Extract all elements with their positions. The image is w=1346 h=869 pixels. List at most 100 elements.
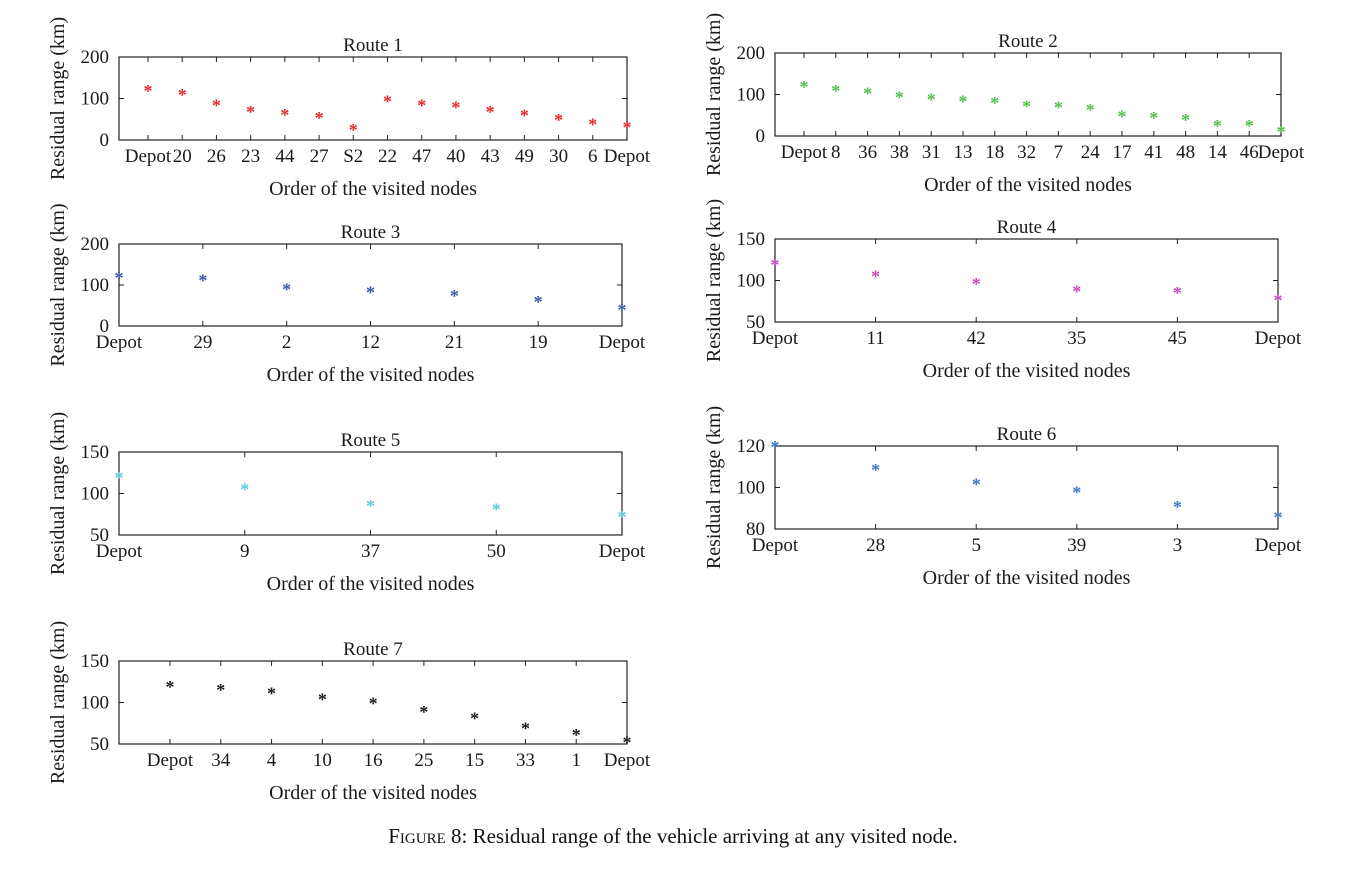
- chart-title: Route 6: [997, 424, 1057, 445]
- data-point: *: [959, 91, 968, 111]
- x-tick-label: 17: [1113, 142, 1132, 163]
- x-tick-label: 8: [831, 142, 841, 163]
- x-axis-label: Order of the visited nodes: [924, 174, 1132, 196]
- data-point: *: [554, 110, 563, 130]
- data-point: *: [871, 267, 880, 287]
- x-tick-label: 36: [858, 142, 877, 163]
- x-tick-label: 11: [866, 328, 884, 349]
- y-tick-label: 200: [81, 47, 110, 68]
- data-point: *: [470, 708, 479, 728]
- x-tick-label: Depot: [599, 332, 646, 353]
- data-point: *: [1213, 116, 1222, 136]
- data-point: *: [1022, 97, 1031, 117]
- plot-frame: [774, 52, 1282, 137]
- data-point: *: [349, 120, 358, 140]
- data-point: *: [1181, 110, 1190, 130]
- x-tick-label: 7: [1054, 142, 1064, 163]
- x-tick-label: 10: [313, 750, 332, 771]
- chart-title: Route 3: [341, 222, 401, 243]
- y-axis-label: Residual range (km): [703, 13, 725, 176]
- data-point: *: [383, 92, 392, 112]
- plot-frame: [118, 56, 628, 141]
- data-point: *: [1173, 283, 1182, 303]
- x-tick-label: Depot: [147, 750, 194, 771]
- x-tick-label: 6: [588, 146, 598, 167]
- x-tick-label: 24: [1081, 142, 1101, 163]
- data-point: *: [1086, 100, 1095, 120]
- x-tick-label: 42: [967, 328, 986, 349]
- x-tick-label: 50: [487, 541, 506, 562]
- data-point: *: [1118, 106, 1127, 126]
- x-tick-label: 28: [866, 535, 885, 556]
- x-tick-label: 5: [971, 535, 981, 556]
- data-point: *: [1173, 497, 1182, 517]
- data-point: *: [520, 106, 529, 126]
- data-point: *: [115, 268, 124, 288]
- y-tick-label: 100: [81, 275, 110, 296]
- data-point: *: [419, 702, 428, 722]
- x-tick-label: Depot: [1258, 142, 1305, 163]
- y-axis-label: Residual range (km): [47, 412, 69, 575]
- x-tick-label: Depot: [96, 332, 143, 353]
- data-point: *: [1054, 98, 1063, 118]
- data-point: *: [417, 95, 426, 115]
- data-point: *: [216, 680, 225, 700]
- data-point: *: [280, 105, 289, 125]
- data-point: *: [623, 733, 632, 753]
- x-axis-label: Order of the visited nodes: [923, 360, 1131, 382]
- chart-title: Route 2: [998, 31, 1058, 52]
- x-tick-label: 25: [414, 750, 433, 771]
- y-tick-label: 50: [90, 734, 109, 755]
- data-point: *: [492, 499, 501, 519]
- y-tick-label: 80: [746, 519, 765, 540]
- y-tick-label: 100: [737, 271, 766, 292]
- x-tick-label: 1: [571, 750, 581, 771]
- x-tick-label: 38: [890, 142, 909, 163]
- data-point: *: [623, 118, 632, 138]
- y-axis-label: Residual range (km): [703, 199, 725, 362]
- data-point: *: [1245, 116, 1254, 136]
- y-tick-label: 100: [81, 89, 110, 110]
- x-tick-label: Depot: [96, 541, 143, 562]
- data-point: *: [240, 480, 249, 500]
- x-tick-label: 29: [193, 332, 212, 353]
- x-tick-label: Depot: [599, 541, 646, 562]
- data-point: *: [178, 85, 187, 105]
- plot-frame: [774, 238, 1279, 323]
- y-tick-label: 0: [100, 130, 110, 151]
- x-tick-label: 46: [1240, 142, 1259, 163]
- chart-title: Route 4: [997, 217, 1057, 238]
- x-tick-label: 16: [364, 750, 383, 771]
- x-tick-label: 35: [1067, 328, 1086, 349]
- x-tick-label: 41: [1144, 142, 1163, 163]
- data-point: *: [282, 279, 291, 299]
- y-tick-label: 150: [81, 442, 110, 463]
- x-tick-label: 26: [207, 146, 226, 167]
- y-axis-label: Residual range (km): [703, 406, 725, 569]
- x-tick-label: 44: [275, 146, 295, 167]
- x-tick-label: 12: [361, 332, 380, 353]
- x-tick-label: 14: [1208, 142, 1228, 163]
- x-axis-label: Order of the visited nodes: [269, 178, 477, 200]
- x-tick-label: 22: [378, 146, 397, 167]
- y-tick-label: 50: [90, 525, 109, 546]
- y-tick-label: 120: [737, 436, 766, 457]
- data-point: *: [318, 689, 327, 709]
- x-tick-label: 43: [481, 146, 500, 167]
- route-panel: Route 6 80 100 120 Depot 28 5 39 3 Depot * * * * * * Ord…: [703, 406, 1302, 589]
- data-point: *: [1277, 122, 1286, 142]
- y-axis-label: Residual range (km): [47, 203, 69, 366]
- y-axis-label: Residual range (km): [47, 17, 69, 180]
- figure-caption: Figure 8: Residual range of the vehicle …: [0, 824, 1346, 849]
- x-axis-label: Order of the visited nodes: [267, 364, 475, 386]
- x-tick-label: 32: [1017, 142, 1036, 163]
- data-point: *: [1072, 281, 1081, 301]
- x-tick-label: Depot: [752, 328, 799, 349]
- x-tick-label: Depot: [752, 535, 799, 556]
- x-tick-label: Depot: [604, 146, 651, 167]
- chart-title: Route 7: [343, 639, 403, 660]
